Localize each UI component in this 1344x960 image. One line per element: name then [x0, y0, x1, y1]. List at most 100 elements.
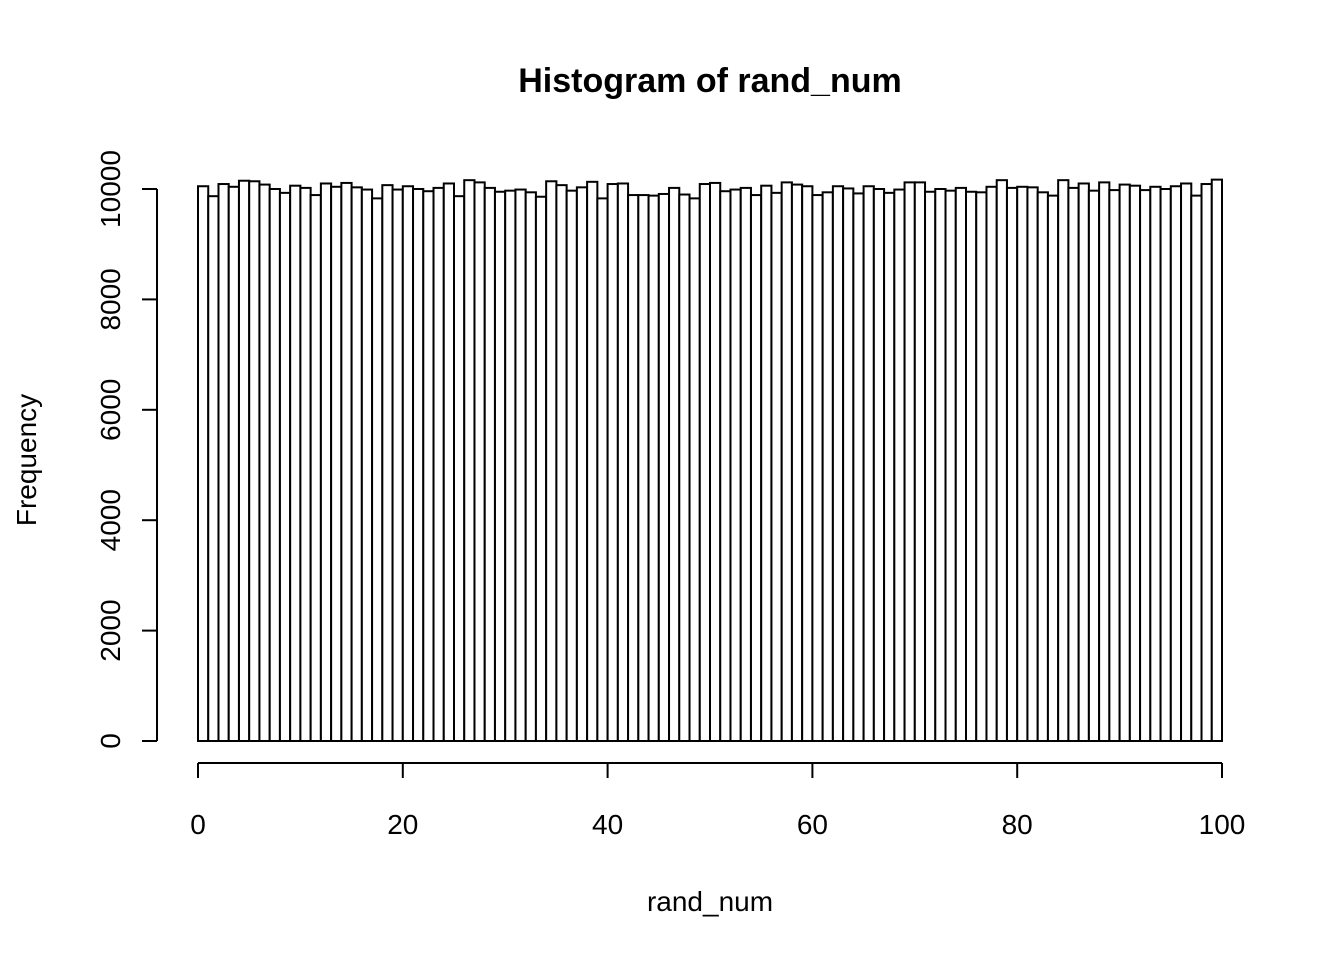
histogram-bar — [278, 191, 292, 743]
histogram-bar — [821, 191, 834, 742]
histogram-bar — [1169, 185, 1183, 743]
histogram-bar — [586, 180, 599, 742]
histogram-bar — [903, 181, 916, 742]
histogram-bar — [811, 194, 824, 742]
x-axis: 0 20 40 60 80 100 — [190, 762, 1246, 840]
y-axis: 0 2000 4000 6000 8000 10000 — [95, 150, 158, 749]
histogram-bar — [1118, 183, 1131, 742]
histogram-bar — [1139, 189, 1152, 743]
histogram-bar — [565, 189, 578, 743]
histogram-bar — [1159, 188, 1172, 742]
histogram-bar — [606, 183, 619, 742]
x-tick-label: 100 — [1199, 809, 1246, 840]
histogram-bar — [227, 185, 240, 743]
histogram-bar — [422, 190, 435, 742]
histogram-bar — [299, 186, 312, 742]
histogram-bar — [545, 180, 558, 742]
histogram-bar — [678, 193, 691, 742]
x-tick-label: 40 — [592, 809, 623, 840]
histogram-bar — [514, 188, 527, 743]
histogram-bar — [924, 190, 937, 742]
histogram-bar — [248, 180, 261, 742]
histogram-bar — [412, 188, 425, 742]
histogram-bar — [790, 183, 804, 742]
histogram-bar — [197, 185, 210, 743]
x-tick-label: 0 — [190, 809, 206, 840]
histogram-bar — [371, 197, 384, 742]
histogram-bar — [1026, 186, 1039, 742]
histogram-bar — [760, 184, 773, 742]
histogram-bar — [842, 187, 855, 742]
histogram-bar — [934, 188, 947, 742]
histogram-bar — [749, 194, 763, 742]
histogram-bar — [350, 186, 363, 742]
histogram-bar — [381, 184, 394, 742]
histogram-bar — [883, 191, 896, 743]
histogram-bar — [831, 185, 845, 743]
x-tick-label: 80 — [1002, 809, 1033, 840]
histogram-bar — [1210, 178, 1224, 742]
histogram-bar — [340, 181, 353, 742]
histogram-bar — [453, 195, 466, 742]
histogram-bar — [995, 179, 1008, 743]
histogram-bar — [698, 183, 712, 742]
histogram-bar — [1046, 194, 1060, 742]
histogram-bar — [637, 194, 650, 742]
histogram-bar — [801, 185, 814, 743]
y-tick-label: 6000 — [95, 379, 126, 441]
histogram-bar — [596, 197, 609, 742]
histogram-bar — [709, 181, 722, 742]
histogram-bar — [1067, 186, 1080, 742]
chart-title: Histogram of rand_num — [518, 62, 901, 100]
y-tick-label: 10000 — [95, 150, 126, 228]
histogram-bar — [207, 195, 220, 742]
y-tick-label: 2000 — [95, 599, 126, 661]
histogram-bar — [401, 185, 415, 743]
histogram-bar — [534, 195, 548, 743]
histogram-bar — [852, 192, 865, 743]
histogram-bar — [1087, 189, 1101, 743]
histogram-bar — [985, 185, 998, 743]
histogram-bar — [872, 188, 886, 742]
histogram-bar — [442, 182, 456, 743]
histogram-bar — [893, 188, 906, 743]
x-axis-label: rand_num — [647, 886, 773, 917]
bars — [197, 178, 1224, 743]
x-tick-label: 20 — [387, 809, 418, 840]
histogram-bar — [647, 194, 660, 742]
histogram-bar — [1149, 185, 1162, 743]
histogram-bar — [954, 186, 968, 742]
histogram-bar — [719, 190, 732, 742]
histogram-bar — [1190, 194, 1203, 742]
histogram-bar — [1016, 185, 1029, 743]
histogram-bar — [473, 181, 486, 742]
histogram-bar — [391, 188, 404, 743]
histogram-bar — [289, 184, 302, 742]
histogram-bar — [688, 197, 701, 742]
histogram-bar — [237, 179, 251, 743]
histogram-bar — [739, 186, 752, 742]
histogram-bar — [944, 189, 957, 743]
histogram-bar — [504, 189, 517, 743]
y-tick-label: 8000 — [95, 268, 126, 330]
histogram-bar — [268, 188, 281, 742]
histogram-bar — [524, 191, 537, 742]
y-tick-label: 0 — [95, 733, 126, 749]
histogram-bar — [1005, 186, 1019, 742]
histogram-bar — [463, 179, 476, 743]
histogram-bar — [575, 186, 589, 742]
histogram-bar — [729, 188, 742, 743]
histogram-bar — [657, 192, 671, 743]
histogram-bar — [330, 185, 343, 743]
histogram-bar — [780, 181, 793, 742]
histogram-bar — [1077, 182, 1090, 743]
histogram-bar — [1036, 191, 1049, 742]
histogram-bar — [1057, 179, 1070, 743]
histogram-bar — [217, 183, 230, 742]
histogram-bar — [668, 186, 681, 742]
histogram-bar — [770, 191, 783, 743]
histogram-bar — [309, 194, 322, 742]
histogram-bar — [1200, 183, 1213, 742]
histogram-bar — [975, 191, 988, 742]
